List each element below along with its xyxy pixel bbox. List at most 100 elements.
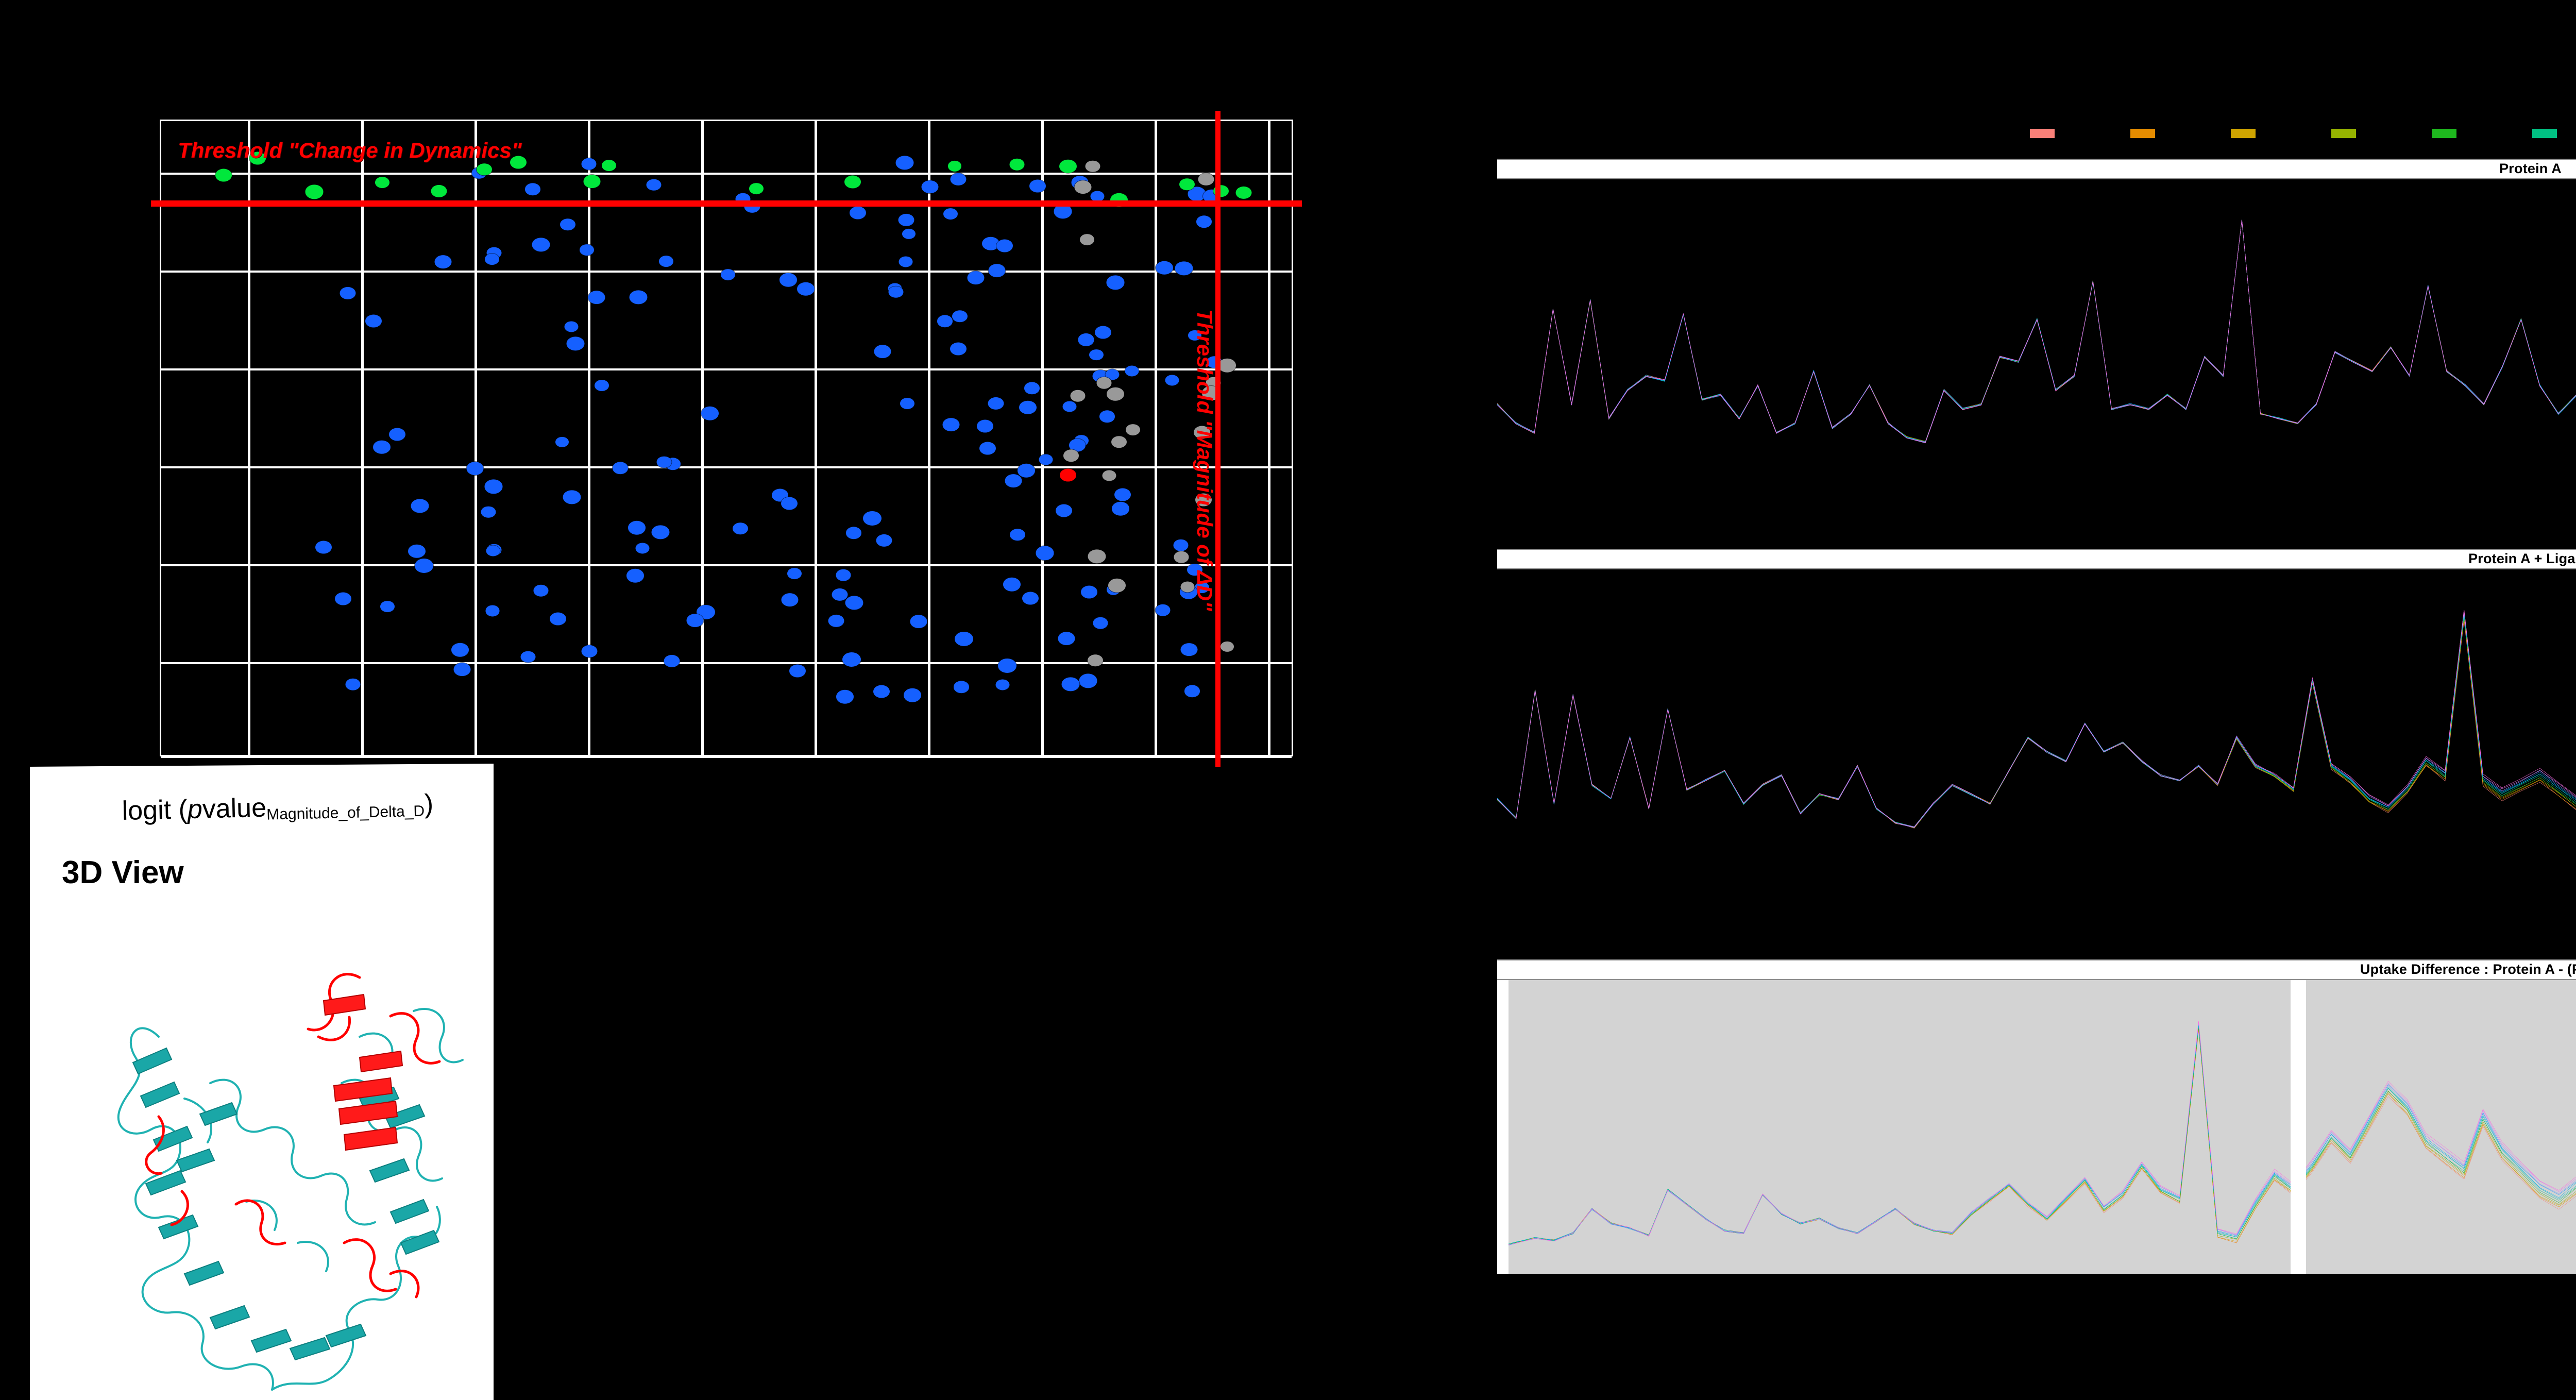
scatter-point[interactable] [549,612,566,626]
scatter-point[interactable] [910,615,927,629]
scatter-point[interactable] [532,238,550,252]
scatter-point[interactable] [626,568,644,583]
scatter-point[interactable] [828,614,844,627]
scatter-point[interactable] [594,380,609,392]
scatter-point[interactable] [1108,579,1126,593]
scatter-point[interactable] [899,256,913,267]
scatter-point[interactable] [902,228,916,239]
scatter-point[interactable] [1022,592,1039,605]
scatter-point[interactable] [721,269,736,281]
scatter-point[interactable] [510,156,527,169]
scatter-point[interactable] [560,218,575,231]
scatter-point[interactable] [477,163,492,176]
scatter-point[interactable] [345,678,361,690]
scatter-point[interactable] [375,177,389,189]
scatter-point[interactable] [1094,326,1111,339]
scatter-point[interactable] [787,567,802,579]
scatter-point[interactable] [1114,488,1131,501]
scatter-point[interactable] [658,255,673,267]
scatter-point[interactable] [1106,275,1125,290]
scatter-point[interactable] [1055,504,1072,517]
scatter-point[interactable] [1054,204,1072,218]
scatter-point[interactable] [563,490,581,504]
scatter-point[interactable] [1062,401,1077,412]
scatter-point[interactable] [846,527,862,539]
scatter-point[interactable] [485,253,500,265]
scatter-point[interactable] [900,398,914,409]
scatter-point[interactable] [701,406,719,420]
scatter-point[interactable] [1106,387,1124,401]
scatter-point[interactable] [1175,261,1193,276]
scatter-point[interactable] [1009,158,1025,171]
scatter-point[interactable] [365,314,382,328]
scatter-point[interactable] [1099,410,1115,423]
scatter-point[interactable] [948,161,961,172]
scatter-point[interactable] [340,286,356,299]
scatter-point[interactable] [564,321,579,332]
scatter-point[interactable] [988,264,1006,277]
scatter-point[interactable] [1102,470,1116,481]
scatter-point[interactable] [215,168,232,182]
scatter-point[interactable] [1105,369,1120,380]
scatter-point[interactable] [651,525,670,539]
scatter-point[interactable] [1060,468,1076,482]
scatter-point[interactable] [921,180,939,194]
chart-canvas-protein-a[interactable] [1497,179,2576,468]
scatter-point[interactable] [873,685,890,698]
scatter-point[interactable] [1196,215,1212,228]
scatter-point[interactable] [781,593,799,607]
legend-swatch[interactable] [2130,129,2155,138]
scatter-point[interactable] [486,545,500,556]
scatter-point[interactable] [1198,173,1214,185]
scatter-point[interactable] [664,654,680,668]
scatter-point[interactable] [249,151,266,165]
scatter-point[interactable] [580,244,595,256]
scatter-point[interactable] [796,282,815,296]
scatter-point[interactable] [451,643,469,657]
legend-swatch[interactable] [2231,129,2256,138]
scatter-point[interactable] [1024,382,1040,394]
scatter-point[interactable] [686,614,704,627]
scatter-point[interactable] [1010,529,1026,541]
scatter-point[interactable] [1180,643,1198,656]
scatter-point[interactable] [372,440,391,454]
scatter-point[interactable] [1155,604,1171,616]
scatter-point[interactable] [1188,330,1202,341]
scatter-point[interactable] [1235,186,1252,199]
scatter-point[interactable] [635,543,650,554]
scatter-point[interactable] [1017,464,1035,478]
scatter-point[interactable] [1079,673,1097,688]
scatter-point[interactable] [380,601,395,613]
scatter-point[interactable] [895,156,914,170]
scatter-point[interactable] [967,271,985,285]
scatter-point[interactable] [1194,582,1209,593]
scatter-point[interactable] [874,345,891,359]
scatter-point[interactable] [952,310,968,323]
scatter-point[interactable] [628,521,646,535]
scatter-point[interactable] [1063,449,1079,462]
scatter-point[interactable] [305,184,324,199]
scatter-point[interactable] [749,183,764,194]
scatter-point[interactable] [646,179,662,191]
scatter-point[interactable] [1220,641,1234,652]
scatter-point[interactable] [943,208,958,220]
scatter-point[interactable] [876,534,892,547]
scatter-point[interactable] [1089,349,1104,361]
scatter-point[interactable] [431,184,447,197]
scatter-point[interactable] [1184,685,1200,697]
scatter-point[interactable] [411,499,429,513]
scatter-point[interactable] [950,342,967,356]
scatter-point[interactable] [1029,179,1046,193]
scatter-point[interactable] [1003,578,1021,592]
scatter-point[interactable] [602,159,616,171]
scatter-point[interactable] [842,652,861,667]
scatter-point[interactable] [583,175,601,189]
scatter-point[interactable] [1218,358,1236,373]
scatter-point[interactable] [1087,654,1103,667]
scatter-point[interactable] [863,511,882,526]
scatter-point[interactable] [781,497,798,510]
scatter-point[interactable] [950,173,967,185]
scatter-point[interactable] [1125,424,1140,436]
scatter-point[interactable] [1058,632,1075,645]
scatter-point[interactable] [1070,390,1086,402]
